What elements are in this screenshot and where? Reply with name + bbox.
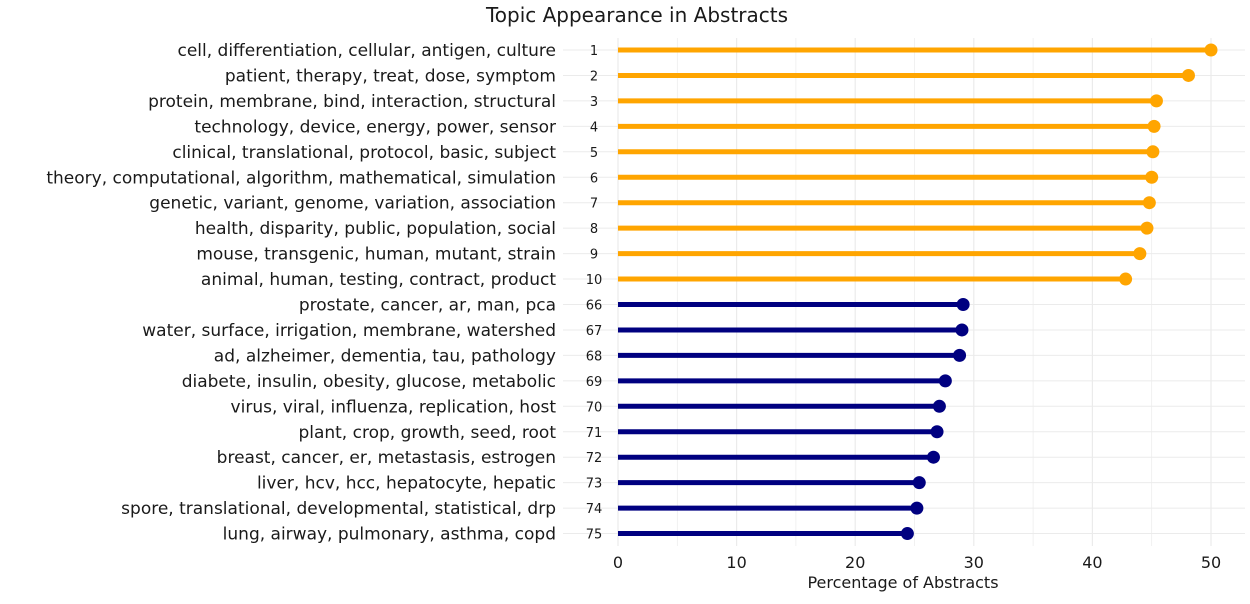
rank-label: 73 [586, 477, 603, 492]
rank-label: 71 [586, 426, 603, 441]
y-tick-label: patient, therapy, treat, dose, symptom [225, 66, 556, 86]
rank-label: 66 [586, 299, 603, 314]
lollipop-dot [1140, 221, 1154, 235]
y-tick-label: technology, device, energy, power, senso… [194, 117, 556, 137]
lollipop-dot [1142, 196, 1156, 210]
chart-title: Topic Appearance in Abstracts [485, 3, 788, 27]
lollipop-dot [932, 399, 946, 413]
lollipop-dot [1204, 43, 1218, 57]
y-tick-label: spore, translational, developmental, sta… [121, 499, 556, 519]
rank-label: 74 [586, 502, 603, 517]
rank-label: 67 [586, 324, 603, 339]
rank-label: 6 [590, 171, 598, 186]
y-tick-label: protein, membrane, bind, interaction, st… [148, 92, 556, 112]
lollipop-dot [1147, 119, 1161, 133]
rank-label: 8 [590, 222, 598, 237]
lollipop-dot [912, 476, 926, 490]
x-tick-label: 10 [726, 553, 746, 572]
x-tick-label: 50 [1201, 553, 1221, 572]
y-tick-label: prostate, cancer, ar, man, pca [299, 296, 556, 316]
y-tick-label: lung, airway, pulmonary, asthma, copd [223, 525, 556, 545]
x-tick-label: 20 [845, 553, 865, 572]
lollipop-dot [930, 425, 944, 439]
y-tick-label: breast, cancer, er, metastasis, estrogen [217, 448, 556, 468]
lollipop-dot [926, 450, 940, 464]
y-tick-label: mouse, transgenic, human, mutant, strain [196, 245, 556, 265]
y-tick-label: water, surface, irrigation, membrane, wa… [142, 321, 556, 341]
x-tick-label: 30 [964, 553, 984, 572]
rank-label: 7 [590, 197, 598, 212]
rank-label: 2 [590, 69, 598, 84]
lollipop-dot [1146, 145, 1160, 159]
y-tick-label: ad, alzheimer, dementia, tau, pathology [214, 346, 556, 366]
y-tick-label: animal, human, testing, contract, produc… [201, 270, 556, 290]
rank-label: 9 [590, 248, 598, 263]
lollipop-dot [1133, 247, 1147, 261]
rank-label: 68 [586, 349, 603, 364]
y-tick-label: virus, viral, influenza, replication, ho… [231, 397, 557, 417]
rank-label: 75 [586, 528, 603, 543]
grid-layer [563, 38, 1245, 546]
y-tick-label: theory, computational, algorithm, mathem… [46, 168, 556, 188]
stem-layer [618, 47, 1211, 537]
rank-label: 70 [586, 400, 603, 415]
lollipop-dot [955, 323, 969, 337]
rank-label: 10 [586, 273, 603, 288]
y-tick-label: health, disparity, public, population, s… [195, 219, 556, 239]
x-tick-label: 40 [1082, 553, 1102, 572]
x-tick-label: 0 [613, 553, 623, 572]
lollipop-dot [1145, 170, 1159, 184]
lollipop-dot [1119, 272, 1133, 286]
rank-label: 5 [590, 146, 598, 161]
y-tick-label: clinical, translational, protocol, basic… [172, 143, 556, 163]
lollipop-dot [910, 501, 924, 515]
lollipop-dot [1181, 68, 1195, 82]
y-tick-label: diabete, insulin, obesity, glucose, meta… [182, 372, 556, 392]
x-tick-labels: 0 10 20 30 40 50 [613, 553, 1221, 572]
lollipop-dot [953, 348, 967, 362]
y-tick-label: genetic, variant, genome, variation, ass… [149, 194, 556, 214]
y-tick-labels: cell, differentiation, cellular, antigen… [46, 41, 556, 545]
lollipop-dot [956, 298, 970, 311]
rank-label: 1 [590, 44, 598, 59]
dot-layer [900, 43, 1218, 541]
rank-label: 69 [586, 375, 603, 390]
rank-label: 3 [590, 95, 598, 110]
x-axis-title: Percentage of Abstracts [807, 573, 998, 592]
rank-label: 4 [590, 120, 598, 135]
lollipop-dot [900, 527, 914, 541]
y-tick-label: cell, differentiation, cellular, antigen… [177, 41, 556, 61]
rank-label: 72 [586, 451, 603, 466]
y-tick-label: plant, crop, growth, seed, root [298, 423, 556, 443]
lollipop-dot [1149, 94, 1163, 108]
y-tick-label: liver, hcv, hcc, hepatocyte, hepatic [257, 474, 556, 494]
lollipop-dot [938, 374, 952, 388]
